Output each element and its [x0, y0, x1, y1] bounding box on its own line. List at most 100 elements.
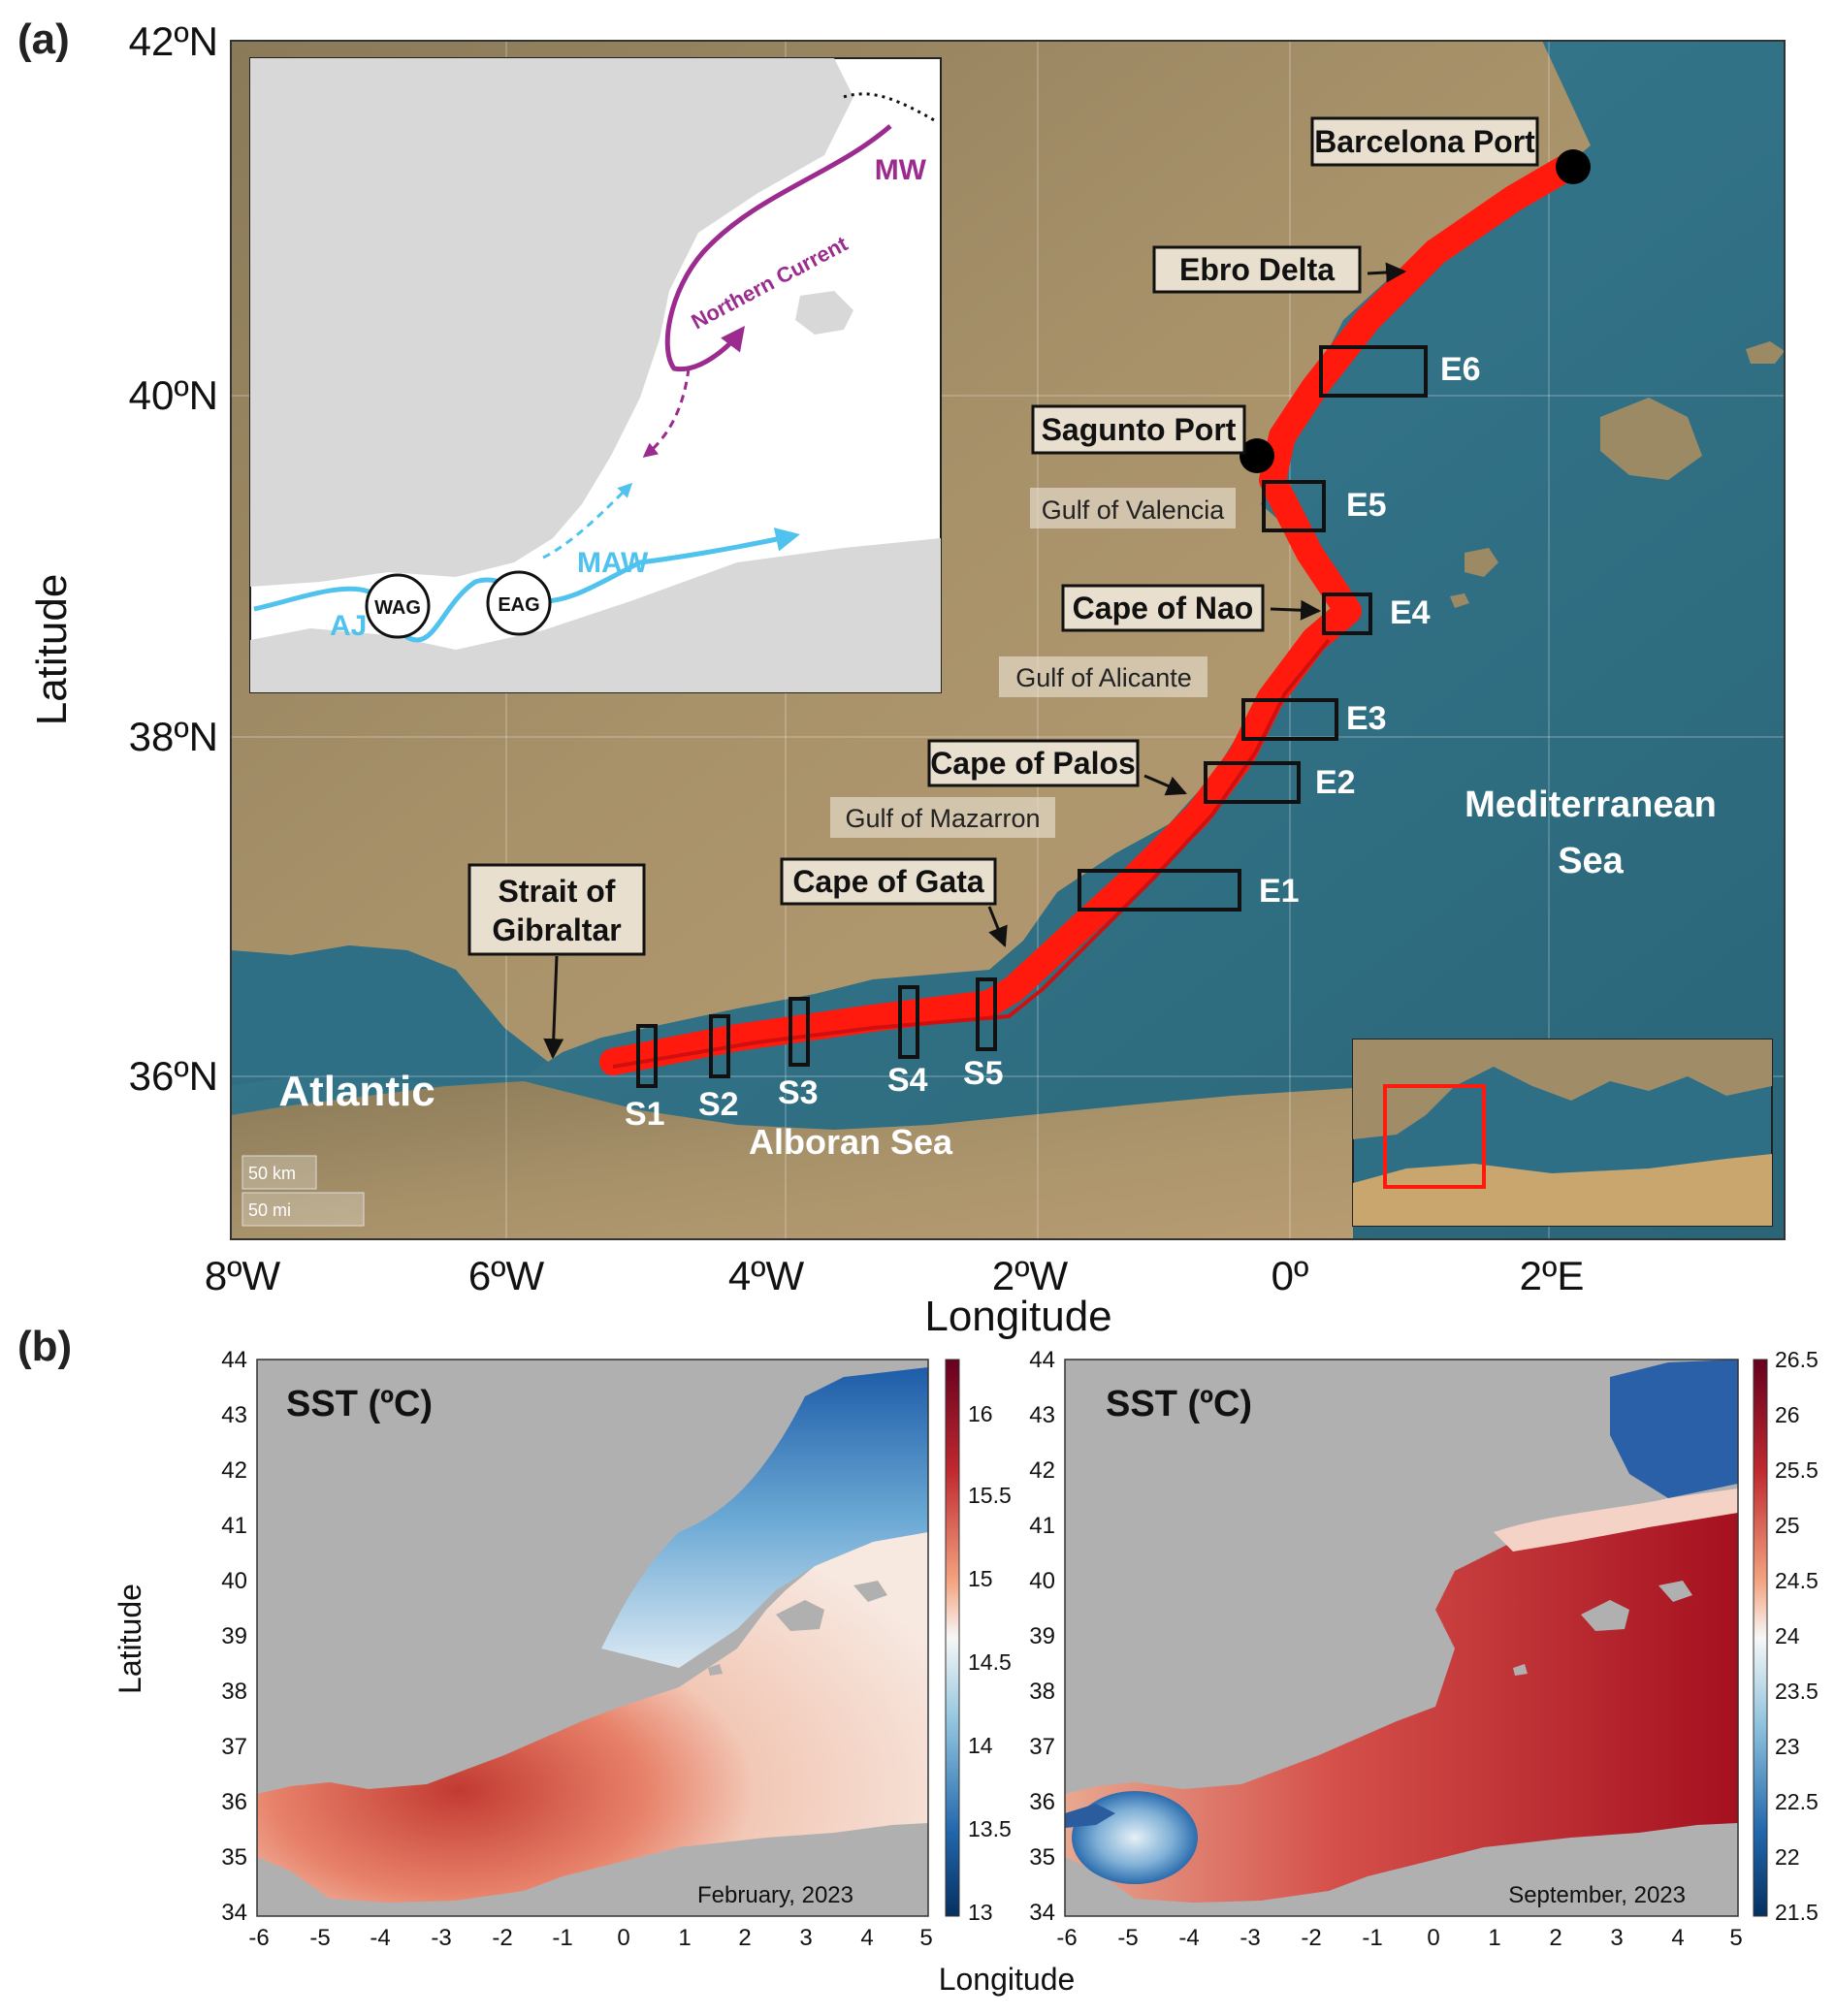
svg-text:2: 2 [1549, 1925, 1561, 1951]
label-sea: Sea [1558, 841, 1624, 881]
panel-a-lon-ticks: 8ºW 6ºW 4ºW 2ºW 0º 2ºE [205, 1253, 1585, 1298]
svg-text:Sagunto Port: Sagunto Port [1042, 412, 1237, 447]
svg-text:-5: -5 [309, 1925, 330, 1951]
menorca-island [1746, 341, 1785, 364]
svg-text:35: 35 [1029, 1844, 1055, 1871]
svg-text:40: 40 [221, 1568, 247, 1594]
svg-text:Cape of Palos: Cape of Palos [930, 746, 1136, 781]
svg-text:37: 37 [1029, 1734, 1055, 1760]
sst-title-feb: SST (ºC) [286, 1384, 433, 1424]
svg-text:24.5: 24.5 [1775, 1568, 1819, 1593]
section-box-s1 [636, 1024, 658, 1088]
svg-text:3: 3 [799, 1925, 812, 1951]
svg-text:44: 44 [1029, 1347, 1055, 1373]
wag-gyre [365, 573, 431, 639]
svg-text:36ºN: 36ºN [129, 1053, 218, 1099]
label-sagunto-port: Sagunto Port [1031, 404, 1246, 455]
atlantic-water [231, 945, 548, 1086]
svg-text:14: 14 [968, 1733, 993, 1758]
svg-text:42: 42 [1029, 1457, 1055, 1484]
svg-text:35: 35 [221, 1844, 247, 1871]
svg-text:Gulf of Alicante: Gulf of Alicante [1015, 663, 1192, 692]
svg-text:Strait of: Strait of [499, 874, 616, 909]
section-label-e1: E1 [1259, 873, 1300, 910]
panel-a-label: (a) [17, 16, 70, 63]
section-box-s2 [709, 1014, 730, 1078]
svg-text:-5: -5 [1117, 1925, 1138, 1951]
section-box-e1 [1078, 869, 1241, 912]
ibiza-island [1465, 548, 1498, 577]
svg-text:15: 15 [968, 1566, 993, 1591]
svg-text:16: 16 [968, 1401, 993, 1426]
svg-text:5: 5 [919, 1925, 932, 1951]
svg-text:WAG: WAG [374, 597, 421, 619]
label-gulf-of-mazarron: Gulf of Mazarron [830, 797, 1055, 838]
svg-text:24: 24 [1775, 1623, 1800, 1648]
section-label-s3: S3 [778, 1074, 819, 1111]
sst-map-february: SST (ºC) February, 2023 [256, 1359, 929, 1917]
svg-text:42ºN: 42ºN [129, 18, 218, 64]
svg-text:23.5: 23.5 [1775, 1679, 1819, 1704]
section-label-e3: E3 [1346, 700, 1387, 737]
svg-text:43: 43 [1029, 1402, 1055, 1428]
svg-text:Cape of Gata: Cape of Gata [792, 864, 984, 899]
map-frame [230, 40, 1786, 1240]
sst-title-sep: SST (ºC) [1106, 1384, 1252, 1424]
svg-text:5: 5 [1729, 1925, 1742, 1951]
label-gulf-of-alicante: Gulf of Alicante [999, 656, 1207, 697]
panel-b-left-yticks: 44 43 42 41 40 39 38 37 36 35 34 [221, 1347, 247, 1926]
svg-text:22: 22 [1775, 1844, 1800, 1870]
svg-text:Gibraltar: Gibraltar [492, 912, 621, 947]
sst-date-feb: February, 2023 [697, 1882, 853, 1908]
svg-text:-6: -6 [248, 1925, 269, 1951]
label-strait-of-gibraltar: Strait of Gibraltar [467, 863, 646, 1060]
section-label-s2: S2 [698, 1086, 739, 1123]
section-box-e4 [1322, 592, 1372, 635]
panel-b-xlabel: Longitude [939, 1962, 1076, 1997]
svg-text:25: 25 [1775, 1513, 1800, 1538]
svg-text:13: 13 [968, 1900, 993, 1925]
section-label-e4: E4 [1390, 594, 1431, 631]
mallorca-island [1600, 398, 1702, 480]
svg-text:3: 3 [1610, 1925, 1623, 1951]
panel-b-left-xticks: -6 -5 -4 -3 -2 -1 0 1 2 3 4 5 [248, 1925, 932, 1951]
svg-text:39: 39 [1029, 1623, 1055, 1649]
label-barcelona-port: Barcelona Port [1310, 116, 1539, 167]
section-label-s5: S5 [963, 1055, 1004, 1092]
section-label-e5: E5 [1346, 487, 1387, 524]
svg-text:15.5: 15.5 [968, 1483, 1012, 1508]
svg-text:-4: -4 [1178, 1925, 1199, 1951]
svg-text:13.5: 13.5 [968, 1816, 1012, 1841]
svg-text:Cape of Nao: Cape of Nao [1073, 591, 1254, 625]
label-cape-of-palos: Cape of Palos [927, 739, 1187, 796]
section-box-e2 [1204, 761, 1301, 804]
svg-text:-2: -2 [492, 1925, 512, 1951]
svg-text:41: 41 [221, 1513, 247, 1539]
svg-text:4ºW: 4ºW [728, 1253, 805, 1298]
svg-text:4: 4 [1671, 1925, 1684, 1951]
barcelona-port-marker [1556, 149, 1591, 184]
locator-extent-box [1383, 1084, 1486, 1189]
maw-label: MAW [577, 547, 649, 579]
svg-text:-2: -2 [1301, 1925, 1321, 1951]
svg-text:Gulf of Valencia: Gulf of Valencia [1042, 496, 1226, 525]
svg-text:-1: -1 [552, 1925, 572, 1951]
svg-text:-3: -3 [1239, 1925, 1260, 1951]
svg-text:44: 44 [221, 1347, 247, 1373]
locator-inset [1352, 1039, 1773, 1227]
svg-text:2ºE: 2ºE [1520, 1253, 1585, 1298]
panel-a-xlabel: Longitude [924, 1293, 1111, 1340]
svg-text:8ºW: 8ºW [205, 1253, 281, 1298]
mw-label: MW [875, 154, 927, 186]
label-cape-of-gata: Cape of Gata [780, 857, 1008, 947]
label-gulf-of-valencia: Gulf of Valencia [1030, 488, 1236, 528]
svg-text:22.5: 22.5 [1775, 1789, 1819, 1814]
svg-text:41: 41 [1029, 1513, 1055, 1539]
svg-text:0º: 0º [1272, 1253, 1309, 1298]
svg-text:50 km: 50 km [248, 1164, 296, 1183]
section-boxes [636, 345, 1428, 1088]
svg-text:39: 39 [221, 1623, 247, 1649]
svg-text:21.5: 21.5 [1775, 1900, 1819, 1925]
svg-text:38: 38 [221, 1679, 247, 1705]
